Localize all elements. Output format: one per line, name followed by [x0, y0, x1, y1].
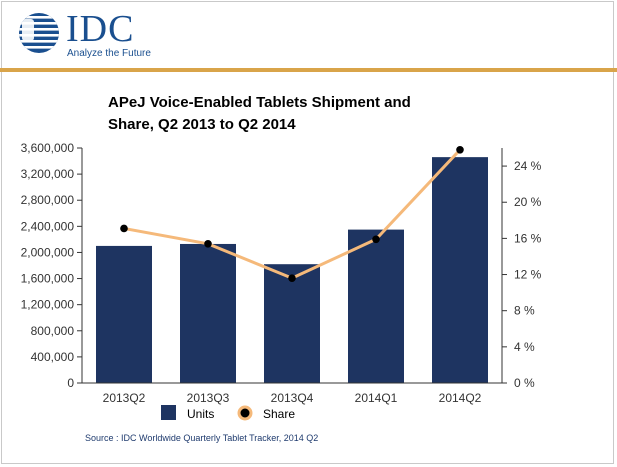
source-note: Source : IDC Worldwide Quarterly Tablet … — [85, 433, 319, 443]
share-line-layer — [120, 146, 464, 282]
header: IDC Analyze the Future — [0, 0, 617, 72]
x-tick-label-2013Q2: 2013Q2 — [103, 391, 146, 405]
y-left-tick-label: 0 — [67, 376, 74, 390]
y-left-tick-label: 800,000 — [31, 324, 75, 338]
y-left-tick-label: 3,600,000 — [21, 141, 75, 155]
units-bar-2014Q1 — [348, 229, 404, 383]
y-right-tick-label: 8 % — [514, 304, 535, 318]
chart-title-line-2: Share, Q2 2013 to Q2 2014 — [108, 116, 296, 133]
chart-title-line-1: APeJ Voice-Enabled Tablets Shipment and — [108, 94, 411, 111]
y-left-tick-label: 1,200,000 — [21, 298, 75, 312]
legend-share-marker — [237, 405, 253, 421]
y-right-tick-label: 20 % — [514, 195, 542, 209]
axes-layer: 2013Q2 2013Q3 2013Q4 2014Q1 2014Q2 0 400,000 80… — [21, 141, 542, 405]
header-divider — [0, 68, 617, 72]
x-tick-label-2014Q1: 2014Q1 — [355, 391, 398, 405]
share-point-2013Q4 — [288, 274, 296, 282]
x-tick-label-2013Q4: 2013Q4 — [271, 391, 314, 405]
y-right-tick-label: 24 % — [514, 159, 542, 173]
y-left-tick-label: 400,000 — [31, 350, 75, 364]
share-point-2014Q2 — [456, 146, 464, 154]
units-bar-2013Q4 — [264, 264, 320, 383]
logo-tagline: Analyze the Future — [67, 48, 151, 59]
y-right-tick-label: 0 % — [514, 376, 535, 390]
bars-layer — [96, 157, 488, 383]
y-right-tick-label: 4 % — [514, 340, 535, 354]
share-line — [123, 148, 462, 280]
x-tick-label-2014Q2: 2014Q2 — [439, 391, 482, 405]
y-left-tick-label: 3,200,000 — [21, 167, 75, 181]
y-left-tick-label: 2,800,000 — [21, 193, 75, 207]
share-point-2013Q3 — [204, 240, 212, 248]
y-right-tick-label: 16 % — [514, 231, 542, 245]
legend-units-swatch — [161, 405, 176, 420]
chart-title: APeJ Voice-Enabled Tablets Shipment and … — [108, 92, 488, 136]
y-left-tick-label: 2,400,000 — [21, 219, 75, 233]
share-point-2014Q1 — [372, 235, 380, 244]
units-bar-2013Q2 — [96, 245, 152, 383]
x-tick-label-2013Q3: 2013Q3 — [187, 391, 230, 405]
y-right-tick-label: 12 % — [514, 268, 542, 282]
units-bar-2013Q3 — [180, 243, 236, 383]
y-left-tick-label: 2,000,000 — [21, 245, 75, 259]
legend-units-label: Units — [187, 407, 214, 421]
units-bar-2014Q2 — [432, 157, 488, 383]
globe-logo-icon — [19, 13, 59, 53]
legend: Units Share — [161, 405, 295, 421]
y-left-tick-label: 1,600,000 — [21, 272, 75, 286]
logo-name: IDC — [66, 8, 135, 50]
share-point-2013Q2 — [120, 224, 128, 233]
legend-share-label: Share — [263, 407, 295, 421]
